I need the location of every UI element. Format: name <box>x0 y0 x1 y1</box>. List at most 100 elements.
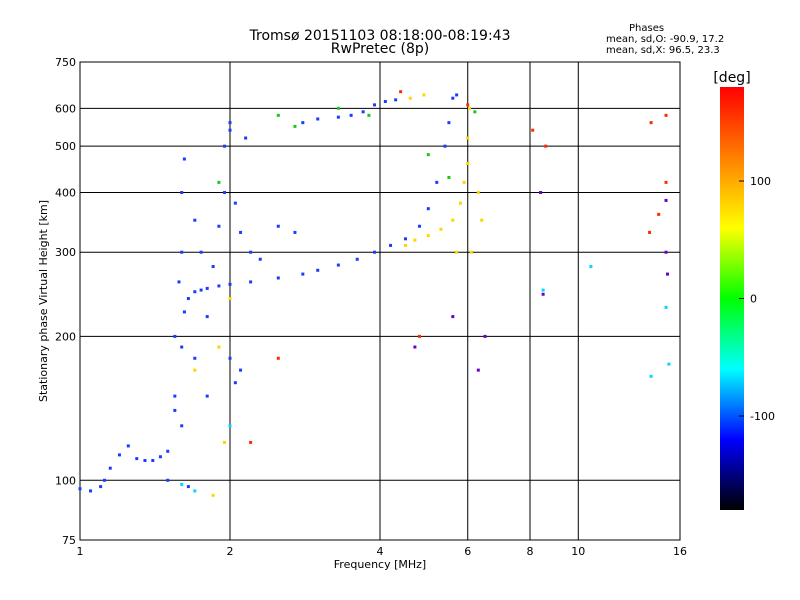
data-point <box>228 282 232 286</box>
data-point <box>466 136 470 140</box>
data-point <box>211 265 215 269</box>
data-point <box>193 368 197 372</box>
data-point <box>135 457 139 461</box>
data-point <box>462 180 466 184</box>
data-point <box>426 234 430 238</box>
data-point <box>664 250 668 254</box>
data-point <box>336 115 340 119</box>
data-point <box>468 106 472 110</box>
data-point <box>649 121 653 125</box>
data-point <box>228 128 232 132</box>
data-point <box>205 286 209 290</box>
x-tick-label: 10 <box>571 545 585 558</box>
data-point <box>451 96 455 100</box>
data-point <box>158 455 162 459</box>
data-point <box>451 315 455 319</box>
data-point <box>426 207 430 211</box>
data-point <box>228 424 232 428</box>
data-point <box>447 121 451 125</box>
x-tick-label: 4 <box>377 545 384 558</box>
data-point <box>544 144 548 148</box>
data-point <box>531 128 535 132</box>
data-point <box>541 292 545 296</box>
data-point <box>466 161 470 165</box>
data-point <box>276 356 280 360</box>
chart-title: Tromsø 20151103 08:18:00-08:19:43 <box>249 28 511 44</box>
data-point <box>469 250 473 254</box>
y-axis: 75 100 200 300 400 500 600 750 <box>55 56 76 547</box>
x-tick-label: 2 <box>227 545 234 558</box>
data-point <box>439 227 443 231</box>
data-point <box>413 345 417 349</box>
data-point <box>249 440 253 444</box>
colorbar-tick-label: 100 <box>750 175 771 188</box>
data-point <box>373 103 377 107</box>
data-point <box>108 466 112 470</box>
data-point <box>665 272 669 276</box>
data-point <box>541 288 545 292</box>
data-point <box>182 310 186 314</box>
data-point <box>239 230 243 234</box>
data-point <box>447 175 451 179</box>
data-point <box>143 458 147 462</box>
data-point <box>399 90 403 94</box>
data-point <box>316 268 320 272</box>
data-point <box>403 237 407 241</box>
y-tick-label: 400 <box>55 186 76 199</box>
data-point <box>205 315 209 319</box>
data-point <box>394 98 398 102</box>
data-point <box>151 458 155 462</box>
data-point <box>443 144 447 148</box>
data-point <box>349 113 353 117</box>
data-point <box>193 218 197 222</box>
data-point <box>166 478 170 482</box>
data-point <box>451 218 455 222</box>
data-point <box>539 190 543 194</box>
y-axis-label: Stationary phase Virtual Height [km] <box>37 200 50 402</box>
data-point <box>480 218 484 222</box>
data-point <box>186 485 190 489</box>
data-point <box>455 250 459 254</box>
data-point <box>126 444 130 448</box>
data-point <box>413 238 417 242</box>
data-point <box>458 201 462 205</box>
data-point <box>455 93 459 97</box>
data-point <box>389 243 393 247</box>
data-point <box>483 334 487 338</box>
data-point <box>403 243 407 247</box>
phase-info-o: mean, sd,O: -90.9, 17.2 <box>606 34 725 45</box>
data-point <box>293 230 297 234</box>
data-point <box>258 257 262 261</box>
data-point <box>199 250 203 254</box>
data-point <box>408 96 412 100</box>
x-tick-label: 16 <box>673 545 687 558</box>
data-point <box>223 144 227 148</box>
data-point <box>211 493 215 497</box>
data-point <box>293 124 297 128</box>
data-point <box>417 224 421 228</box>
data-point <box>193 290 197 294</box>
data-point <box>217 224 221 228</box>
data-point <box>117 453 121 457</box>
data-point <box>173 408 177 412</box>
colorbar-ticks: 100 0 -100 <box>739 175 775 423</box>
colorbar-tick-label: -100 <box>750 410 775 423</box>
x-axis-label: Frequency [MHz] <box>334 558 426 571</box>
data-point <box>667 362 671 366</box>
x-tick-label: 1 <box>77 545 84 558</box>
data-point <box>228 356 232 360</box>
data-point <box>657 212 661 216</box>
y-tick-label: 100 <box>55 474 76 487</box>
data-point <box>649 374 653 378</box>
data-point <box>173 394 177 398</box>
data-point <box>244 136 248 140</box>
data-point <box>664 180 668 184</box>
data-point <box>276 224 280 228</box>
data-point <box>422 93 426 97</box>
data-point <box>316 117 320 121</box>
data-point <box>383 100 387 104</box>
data-point <box>361 110 365 114</box>
data-point <box>217 345 221 349</box>
data-point <box>301 272 305 276</box>
